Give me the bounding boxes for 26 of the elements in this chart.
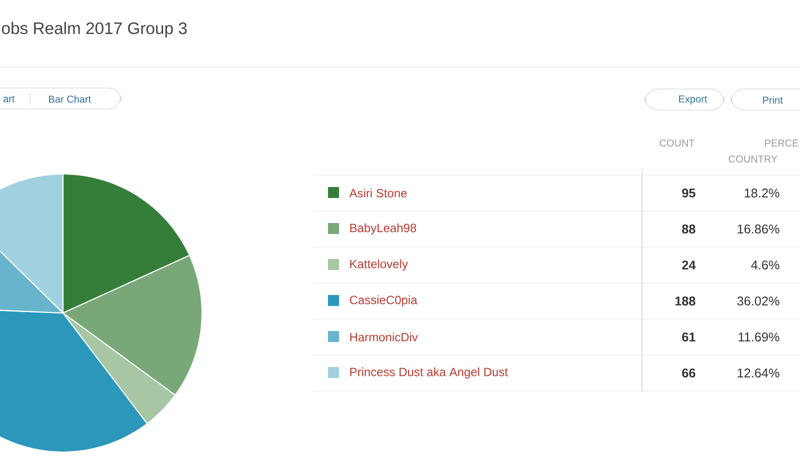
- chart-title: obs Realm 2017 Group 3: [2, 22, 187, 38]
- data-label: 11.69%: [738, 332, 780, 342]
- text: Bar Chart: [49, 95, 91, 103]
- data-label: 12.64%: [738, 368, 780, 378]
- text: 88: [682, 224, 696, 234]
- text: 66: [682, 368, 696, 378]
- text: 95: [682, 188, 696, 198]
- data-label: 36.02%: [737, 296, 780, 306]
- data-label: 4.6%: [751, 260, 780, 270]
- legend-label: BabyLeah98: [350, 223, 416, 235]
- text: COUNT: [660, 139, 695, 147]
- text: PERCE: [765, 139, 798, 147]
- data-label: 16.86%: [738, 224, 780, 234]
- legend-label: Kattelovely: [350, 259, 408, 271]
- legend-label: CassieC0pia: [350, 295, 418, 307]
- legend-label: Princess Dust aka Angel Dust: [350, 367, 508, 379]
- text: COUNTRY: [728, 155, 778, 163]
- text: Export: [679, 96, 708, 104]
- text: art: [3, 96, 15, 102]
- legend-label: Asiri Stone: [349, 188, 407, 198]
- text: 24: [682, 260, 696, 270]
- legend-label: HarmonicDiv: [350, 332, 418, 342]
- text: 61: [682, 332, 696, 342]
- text: 188: [675, 296, 696, 306]
- text: Print: [763, 96, 783, 104]
- data-label: 18.2%: [744, 188, 780, 198]
